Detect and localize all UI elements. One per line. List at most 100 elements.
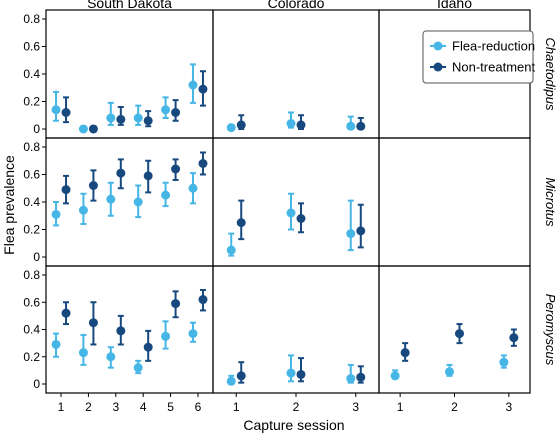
point-chaetodipus-colorado-non-treatment-2 — [296, 120, 306, 130]
row-title-chaetodipus: Chaetodipus — [543, 38, 558, 111]
point-microtus-south-dakota-flea-reduction-1 — [51, 209, 61, 219]
point-peromyscus-colorado-non-treatment-2 — [296, 369, 306, 379]
point-peromyscus-south-dakota-non-treatment-5 — [171, 299, 181, 309]
point-microtus-south-dakota-non-treatment-4 — [143, 171, 153, 181]
x-tick-label: 1 — [58, 400, 65, 414]
point-peromyscus-south-dakota-non-treatment-4 — [143, 342, 153, 352]
panel-frame-microtus-idaho — [378, 137, 531, 267]
point-chaetodipus-south-dakota-flea-reduction-4 — [133, 113, 143, 123]
x-tick-label: 4 — [140, 400, 147, 414]
x-axis-title: Capture session — [243, 417, 344, 433]
row-title-peromyscus: Peromyscus — [543, 294, 558, 366]
point-microtus-south-dakota-flea-reduction-6 — [188, 183, 198, 193]
point-chaetodipus-south-dakota-flea-reduction-2 — [78, 124, 88, 134]
y-tick-label: 0.8 — [23, 268, 40, 282]
point-chaetodipus-south-dakota-flea-reduction-1 — [51, 105, 61, 115]
point-microtus-south-dakota-flea-reduction-3 — [106, 194, 116, 204]
x-tick-label: 2 — [85, 400, 92, 414]
point-chaetodipus-south-dakota-non-treatment-5 — [171, 108, 181, 117]
legend-label-flea-reduction: Flea-reduction — [452, 39, 535, 54]
point-peromyscus-south-dakota-flea-reduction-4 — [133, 363, 143, 373]
point-microtus-south-dakota-flea-reduction-4 — [133, 197, 143, 207]
y-tick-label: 0 — [33, 250, 40, 264]
point-chaetodipus-colorado-flea-reduction-3 — [346, 121, 356, 131]
point-peromyscus-south-dakota-non-treatment-2 — [88, 318, 98, 328]
y-tick-label: 0.8 — [23, 140, 40, 154]
point-microtus-colorado-flea-reduction-3 — [346, 229, 356, 239]
x-tick-label: 3 — [352, 400, 359, 414]
panel-frame-peromyscus-idaho — [378, 265, 531, 394]
y-tick-label: 0.2 — [23, 350, 40, 364]
legend-box — [422, 30, 534, 84]
x-tick-label: 6 — [195, 400, 202, 414]
point-peromyscus-idaho-flea-reduction-2 — [445, 367, 454, 377]
y-tick-label: 0.6 — [23, 168, 40, 182]
point-microtus-south-dakota-flea-reduction-5 — [161, 190, 171, 200]
point-peromyscus-colorado-flea-reduction-2 — [286, 368, 296, 378]
point-peromyscus-south-dakota-flea-reduction-6 — [188, 329, 198, 339]
point-peromyscus-south-dakota-flea-reduction-3 — [106, 352, 116, 362]
column-title-south-dakota: South Dakota — [87, 0, 172, 11]
x-tick-label: 5 — [167, 400, 174, 414]
y-tick-label: 0 — [33, 122, 40, 136]
point-peromyscus-idaho-non-treatment-1 — [400, 348, 410, 358]
point-microtus-south-dakota-non-treatment-1 — [61, 185, 71, 195]
y-tick-label: 0.2 — [23, 223, 40, 237]
point-chaetodipus-south-dakota-non-treatment-6 — [198, 84, 208, 94]
panel-frame-microtus-south-dakota — [45, 137, 214, 267]
y-axis-title: Flea prevalence — [1, 155, 17, 255]
panel-frame-peromyscus-south-dakota — [45, 265, 214, 394]
point-microtus-colorado-non-treatment-2 — [296, 214, 306, 223]
legend-marker-flea-reduction — [433, 41, 443, 51]
point-microtus-colorado-non-treatment-3 — [356, 226, 366, 236]
point-microtus-colorado-non-treatment-1 — [236, 218, 246, 228]
point-chaetodipus-south-dakota-non-treatment-2 — [88, 124, 98, 134]
x-tick-label: 2 — [293, 400, 300, 414]
row-title-microtus: Microtus — [543, 177, 558, 227]
point-peromyscus-colorado-non-treatment-3 — [356, 372, 366, 382]
y-tick-label: 0.4 — [23, 195, 40, 209]
point-microtus-south-dakota-non-treatment-3 — [116, 168, 126, 178]
point-chaetodipus-south-dakota-flea-reduction-3 — [106, 113, 116, 123]
legend-marker-non-treatment — [433, 62, 443, 72]
point-microtus-south-dakota-non-treatment-5 — [171, 164, 181, 174]
x-tick-label: 1 — [397, 400, 404, 414]
point-chaetodipus-colorado-non-treatment-1 — [236, 120, 246, 130]
point-peromyscus-south-dakota-flea-reduction-2 — [78, 348, 88, 358]
column-title-idaho: Idaho — [437, 0, 472, 11]
panel-frame-chaetodipus-colorado — [212, 9, 380, 139]
y-tick-label: 0.8 — [23, 12, 40, 26]
x-tick-label: 2 — [451, 400, 458, 414]
point-peromyscus-south-dakota-non-treatment-3 — [116, 326, 126, 336]
y-tick-label: 0 — [33, 377, 40, 391]
column-title-colorado: Colorado — [268, 0, 325, 11]
point-peromyscus-south-dakota-non-treatment-1 — [61, 308, 71, 318]
point-chaetodipus-south-dakota-non-treatment-3 — [116, 114, 126, 124]
point-microtus-colorado-flea-reduction-2 — [286, 208, 296, 218]
legend-label-non-treatment: Non-treatment — [452, 60, 535, 75]
x-tick-label: 3 — [112, 400, 119, 414]
point-chaetodipus-south-dakota-non-treatment-1 — [61, 108, 71, 117]
y-tick-label: 0.4 — [23, 67, 40, 81]
y-tick-label: 0.6 — [23, 295, 40, 309]
panel-frame-chaetodipus-south-dakota — [45, 9, 214, 139]
point-chaetodipus-colorado-non-treatment-3 — [356, 121, 366, 131]
point-peromyscus-south-dakota-flea-reduction-1 — [51, 339, 61, 349]
point-chaetodipus-colorado-flea-reduction-1 — [226, 123, 236, 133]
point-peromyscus-colorado-non-treatment-1 — [236, 371, 246, 381]
x-tick-label: 3 — [506, 400, 513, 414]
point-peromyscus-idaho-non-treatment-3 — [509, 333, 519, 343]
point-microtus-south-dakota-non-treatment-6 — [198, 159, 208, 168]
y-tick-label: 0.6 — [23, 40, 40, 54]
point-chaetodipus-south-dakota-non-treatment-4 — [143, 116, 153, 126]
y-tick-label: 0.4 — [23, 323, 40, 337]
point-peromyscus-colorado-flea-reduction-3 — [346, 374, 356, 384]
x-tick-label: 1 — [233, 400, 240, 414]
panel-frame-microtus-colorado — [212, 137, 380, 267]
point-peromyscus-south-dakota-flea-reduction-5 — [161, 331, 171, 341]
point-chaetodipus-south-dakota-flea-reduction-5 — [161, 105, 171, 115]
point-peromyscus-south-dakota-non-treatment-6 — [198, 295, 208, 305]
y-tick-label: 0.2 — [23, 95, 40, 109]
point-peromyscus-idaho-flea-reduction-3 — [499, 357, 509, 367]
